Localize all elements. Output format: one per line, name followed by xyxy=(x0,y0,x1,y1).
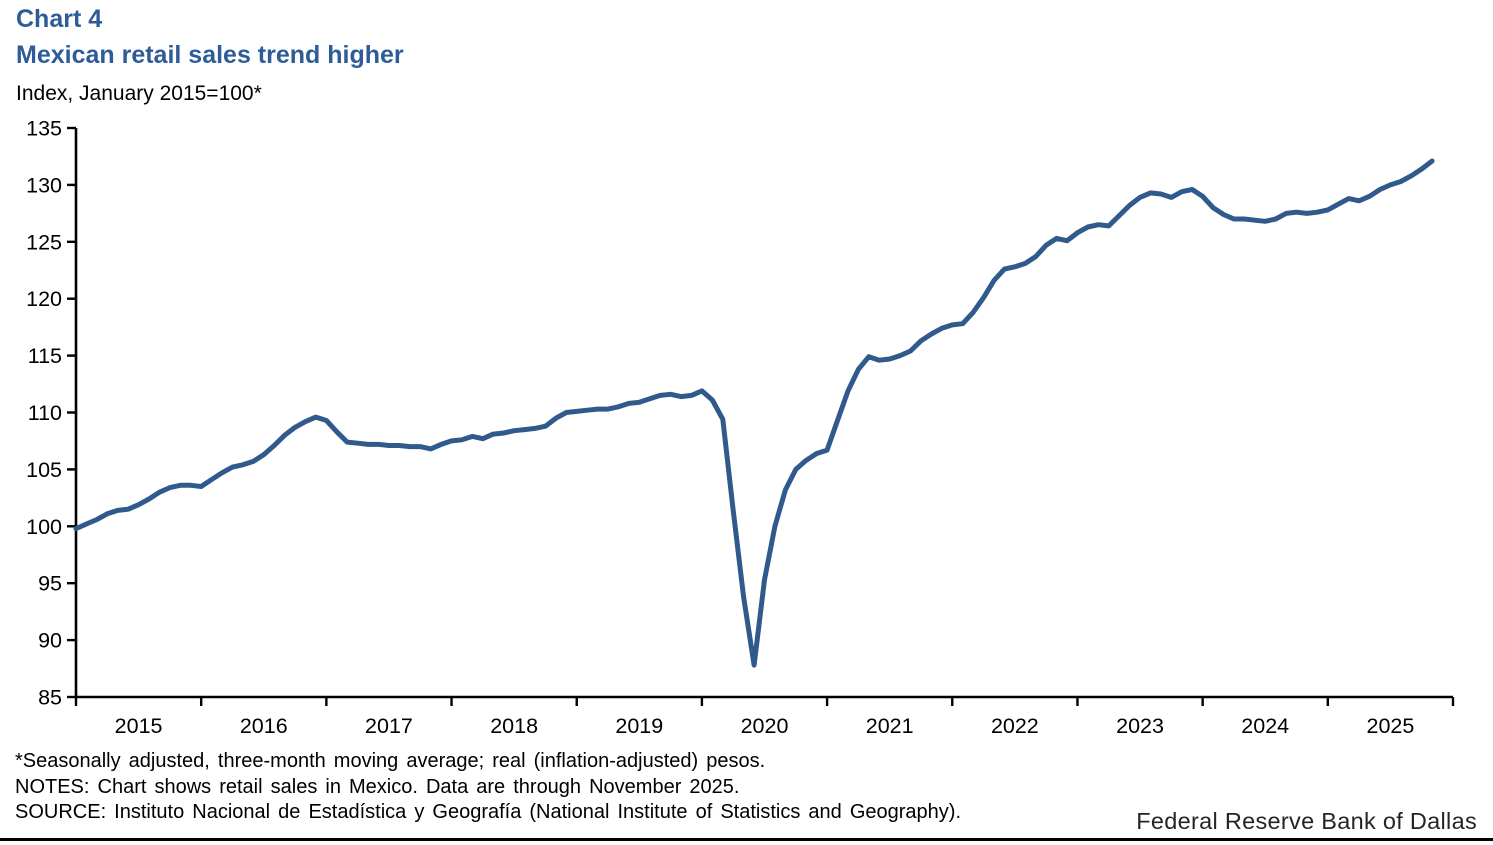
y-tick-label: 130 xyxy=(26,173,62,197)
x-tick-label: 2019 xyxy=(615,714,663,738)
x-tick-label: 2022 xyxy=(991,714,1039,738)
x-tick-label: 2015 xyxy=(115,714,163,738)
axis-lines xyxy=(74,128,1453,699)
y-tick-label: 125 xyxy=(26,230,62,254)
x-tick-label: 2021 xyxy=(866,714,914,738)
chart-title: Mexican retail sales trend higher xyxy=(16,41,404,69)
y-tick-label: 115 xyxy=(28,344,62,368)
y-tick-label: 100 xyxy=(26,515,62,539)
y-tick-label: 85 xyxy=(38,686,62,710)
x-tick-label: 2023 xyxy=(1116,714,1164,738)
chart-footnotes: *Seasonally adjusted, three-month moving… xyxy=(15,749,961,826)
x-tick-label: 2020 xyxy=(741,714,789,738)
x-tick-label: 2018 xyxy=(490,714,538,738)
footer-divider xyxy=(0,838,1493,841)
x-tick-label: 2017 xyxy=(365,714,413,738)
sales-trend-line xyxy=(73,158,1435,668)
y-tick-label: 90 xyxy=(38,629,62,653)
y-tick-label: 110 xyxy=(28,401,62,425)
footnote-asterisk: *Seasonally adjusted, three-month moving… xyxy=(15,750,766,772)
y-tick-label: 135 xyxy=(26,117,62,141)
footnote-notes: NOTES: Chart shows retail sales in Mexic… xyxy=(15,775,740,798)
x-tick-label: 2025 xyxy=(1366,714,1414,738)
chart-number-label: Chart 4 xyxy=(16,5,103,33)
y-tick-label: 105 xyxy=(26,458,62,482)
publisher-name: Federal Reserve Bank of Dallas xyxy=(1136,808,1477,834)
y-tick-label: 120 xyxy=(26,287,62,311)
x-tick-label: 2024 xyxy=(1241,714,1289,738)
y-axis-unit-label: Index, January 2015=100* xyxy=(16,82,262,105)
x-tick-label: 2016 xyxy=(240,714,288,738)
footnote-source: SOURCE: Instituto Nacional de Estadístic… xyxy=(15,801,961,823)
y-tick-label: 95 xyxy=(38,572,62,596)
